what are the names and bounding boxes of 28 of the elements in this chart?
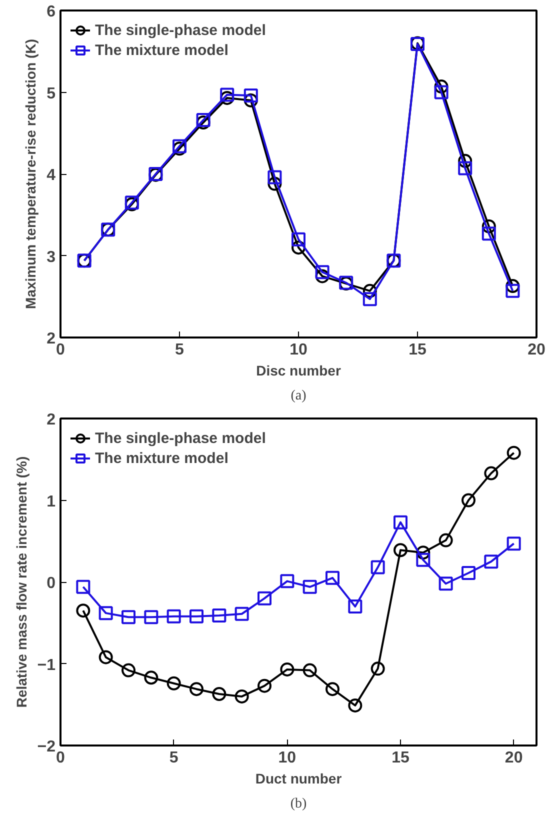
y-axis-title: Relative mass flow rate increment (%) xyxy=(13,456,30,708)
y-tick-label: 2 xyxy=(46,412,56,428)
legend-label: The mixture model xyxy=(95,450,228,466)
y-tick-label: 5 xyxy=(46,85,56,102)
y-tick-label: 3 xyxy=(46,248,56,266)
y-tick-label: 0 xyxy=(46,575,56,592)
y-tick-label: −2 xyxy=(37,738,56,756)
y-tick-label: 2 xyxy=(46,330,56,348)
x-tick-label: 15 xyxy=(392,750,410,766)
text: (a) xyxy=(290,388,307,404)
y-tick-label: −1 xyxy=(37,656,56,674)
x-tick-label: 5 xyxy=(169,750,178,766)
x-tick-label: 10 xyxy=(290,342,308,358)
y-tick-label: 4 xyxy=(46,167,56,184)
y-axis-title: Maximum temperature-rise reduction (K) xyxy=(22,39,39,309)
x-axis-title: Duct number xyxy=(255,770,342,786)
legend-label: The mixture model xyxy=(95,42,228,58)
x-tick-label: 5 xyxy=(175,342,184,358)
x-tick-label: 10 xyxy=(278,750,296,766)
x-tick-label: 15 xyxy=(408,342,426,358)
x-tick-label: 20 xyxy=(528,342,546,358)
text: (b) xyxy=(290,796,307,812)
x-tick-label: 20 xyxy=(504,750,523,766)
y-tick-label: 1 xyxy=(46,493,56,510)
x-axis-title: Disc number xyxy=(256,362,342,378)
y-tick-label: 6 xyxy=(46,4,56,20)
legend-label: The single-phase model xyxy=(95,430,266,446)
legend-label: The single-phase model xyxy=(95,22,266,38)
